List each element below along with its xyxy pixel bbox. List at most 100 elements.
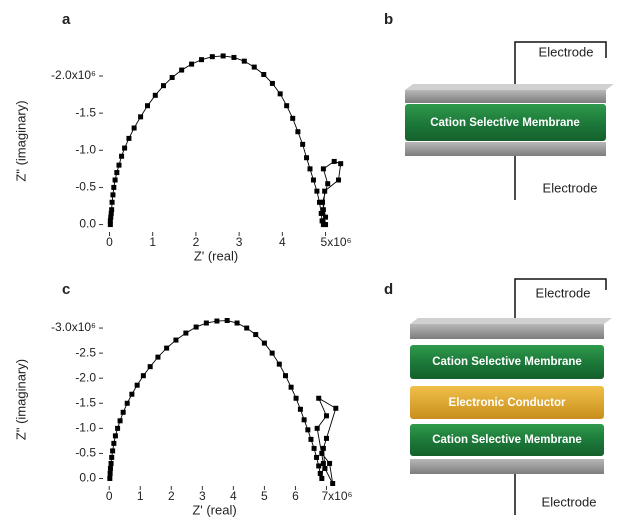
data-point [124, 400, 130, 406]
data-point [305, 427, 311, 433]
slab-top [410, 318, 612, 324]
x-tick-label: 0 [106, 235, 113, 249]
electrode-slab [410, 459, 604, 474]
data-point [336, 177, 342, 183]
data-point [183, 330, 189, 336]
data-point [323, 214, 329, 220]
data-point [161, 83, 166, 89]
data-point [189, 61, 195, 67]
y-tick-label: -2.0x10⁶ [51, 68, 96, 82]
membrane-layer [410, 345, 604, 379]
data-point [318, 210, 324, 216]
data-point [108, 460, 114, 466]
data-point [297, 406, 303, 412]
y-tick-label: -2.5 [75, 345, 96, 359]
data-point [116, 162, 122, 168]
data-point [209, 54, 215, 60]
data-point [120, 409, 126, 415]
data-point [129, 391, 135, 397]
data-point [261, 72, 267, 78]
data-point [107, 465, 113, 471]
data-point [112, 177, 118, 183]
data-point [126, 135, 132, 141]
data-point [112, 433, 118, 439]
data-point [107, 218, 113, 224]
data-point [109, 199, 115, 205]
data-point [307, 166, 313, 172]
data-point [277, 91, 283, 97]
data-point [316, 463, 322, 469]
data-point [251, 64, 257, 70]
data-point [310, 177, 316, 183]
data-point [320, 207, 326, 213]
data-line [109, 55, 342, 227]
x-tick-label: 0 [106, 489, 113, 503]
data-point [322, 465, 328, 471]
x-axis-label: Z' (real) [194, 248, 238, 263]
x-axis-label: Z' (real) [192, 502, 236, 517]
data-point [319, 450, 325, 456]
data-point [295, 129, 301, 135]
data-point [199, 57, 205, 63]
y-tick-label: -1.5 [75, 105, 96, 119]
data-point [110, 192, 116, 198]
x-tick-label: 5 [261, 489, 268, 503]
data-point [109, 454, 115, 460]
electrode-slab [405, 142, 606, 156]
data-point [317, 470, 323, 476]
data-point [319, 475, 325, 481]
data-point [293, 395, 299, 401]
data-point [234, 320, 240, 326]
data-point [304, 155, 310, 161]
membrane-layer [405, 104, 606, 141]
data-point [327, 460, 333, 466]
data-point [320, 166, 326, 172]
data-point [320, 445, 326, 451]
data-point [276, 361, 282, 367]
data-point [111, 440, 117, 446]
data-point [300, 141, 306, 147]
data-point [140, 373, 146, 379]
data-point [244, 325, 250, 331]
electrode-label: Electrode [543, 180, 598, 195]
data-point [317, 199, 323, 205]
data-point [314, 425, 320, 431]
x-tick-label: 6 [292, 489, 299, 503]
y-tick-label: -3.0x10⁶ [51, 320, 96, 334]
data-point [224, 318, 230, 324]
lead [514, 41, 607, 86]
data-point [122, 145, 128, 151]
data-point [119, 153, 125, 159]
data-point [288, 384, 294, 390]
data-point [179, 67, 185, 73]
x-tick-label: 2 [168, 489, 175, 503]
panel-label: d [384, 281, 393, 298]
data-point [319, 218, 325, 224]
data-point [108, 210, 114, 216]
y-tick-label: -1.0 [75, 421, 96, 435]
y-tick-label: 0.0 [79, 471, 96, 485]
x-tick-label: 3 [236, 235, 243, 249]
data-point [108, 214, 114, 220]
panel-label: b [384, 11, 393, 28]
data-point [173, 337, 179, 343]
y-tick-label: 0.0 [79, 217, 96, 231]
conductor-layer [410, 386, 604, 419]
electrode-label: Electrode [542, 494, 597, 509]
electrode-label: Electrode [539, 44, 594, 59]
data-point [111, 184, 117, 190]
data-point [290, 115, 296, 121]
data-point [138, 114, 144, 120]
y-tick-label: -1.5 [75, 395, 96, 409]
y-tick-label: -0.5 [75, 446, 96, 460]
data-point [152, 92, 158, 98]
data-point [193, 324, 199, 330]
data-point [314, 454, 320, 460]
data-point [284, 103, 290, 109]
y-tick-label: -1.0 [75, 142, 96, 156]
panel-label: a [62, 11, 71, 28]
data-point [311, 445, 317, 451]
data-point [203, 320, 209, 326]
layer-label: Cation Selective Membrane [432, 434, 582, 446]
electrode-label: Electrode [536, 285, 591, 300]
